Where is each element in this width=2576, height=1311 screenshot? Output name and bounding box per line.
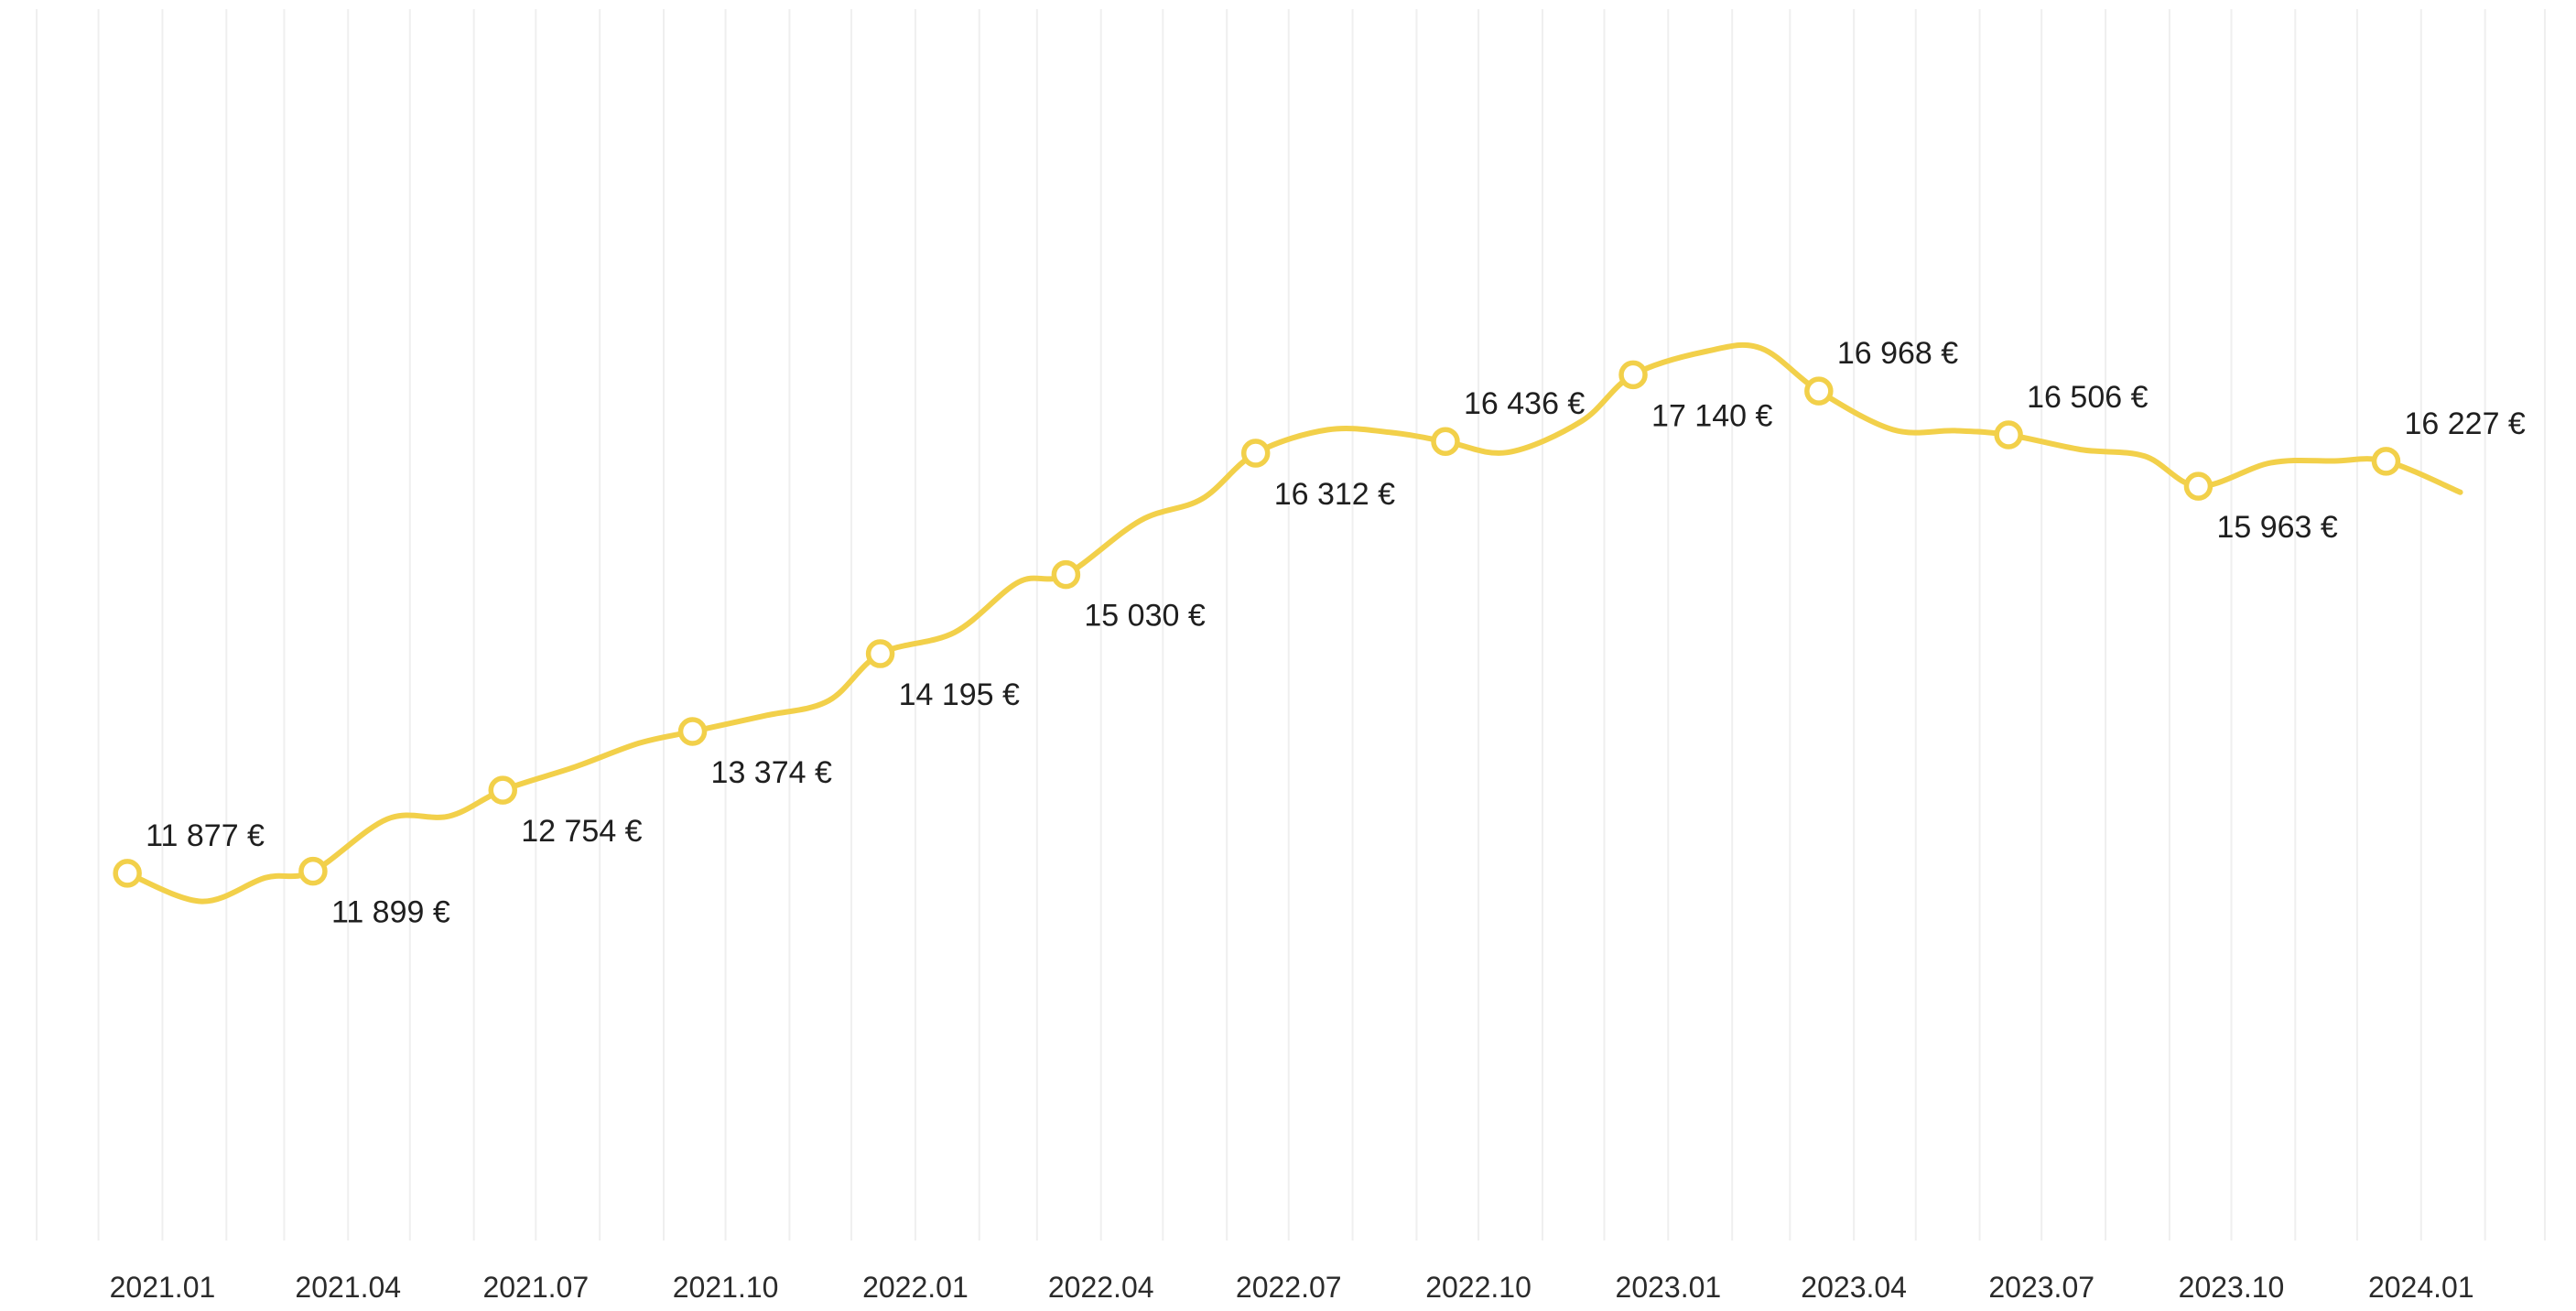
data-labels: 11 877 € 11 899 € 12 754 € 13 374 € 14 195 €… — [146, 336, 2526, 929]
data-label: 15 963 € — [2216, 510, 2337, 545]
data-point[interactable] — [677, 717, 708, 746]
data-label: 13 374 € — [711, 755, 832, 790]
data-label: 16 968 € — [1837, 336, 1958, 371]
data-point[interactable] — [2183, 471, 2213, 501]
data-point[interactable] — [298, 856, 328, 886]
x-tick-label: 2022.01 — [862, 1271, 969, 1304]
data-point[interactable] — [1240, 439, 1271, 468]
x-tick-label: 2021.10 — [673, 1271, 779, 1304]
data-label: 16 506 € — [2027, 380, 2148, 415]
data-point[interactable] — [1051, 559, 1081, 590]
data-point[interactable] — [1431, 427, 1460, 456]
data-label: 12 754 € — [521, 814, 642, 849]
data-point[interactable] — [1994, 420, 2023, 450]
x-tick-label: 2022.07 — [1236, 1271, 1342, 1304]
series-line — [124, 341, 2463, 905]
x-tick-label: 2021.07 — [482, 1271, 589, 1304]
x-tick-label: 2023.10 — [2179, 1271, 2285, 1304]
series-layer — [124, 341, 2463, 905]
data-label: 11 877 € — [146, 818, 265, 853]
data-point[interactable] — [865, 639, 895, 668]
data-label: 16 312 € — [1274, 477, 1395, 512]
data-label: 15 030 € — [1084, 599, 1205, 634]
x-tick-label: 2024.01 — [2368, 1271, 2474, 1304]
data-label: 14 195 € — [899, 677, 1020, 712]
data-point[interactable] — [1804, 376, 1834, 406]
x-tick-label: 2022.10 — [1425, 1271, 1532, 1304]
data-point[interactable] — [488, 775, 517, 805]
data-point[interactable] — [2371, 447, 2401, 476]
data-point[interactable] — [113, 859, 142, 888]
x-tick-label: 2023.01 — [1616, 1271, 1722, 1304]
grid-lines — [36, 9, 2546, 1241]
data-label: 11 899 € — [331, 895, 450, 930]
x-tick-label: 2023.04 — [1801, 1271, 1907, 1304]
data-label: 16 436 € — [1464, 386, 1585, 421]
data-label: 17 140 € — [1651, 398, 1772, 433]
data-point[interactable] — [1618, 360, 1648, 390]
x-tick-label: 2022.04 — [1048, 1271, 1154, 1304]
data-label: 16 227 € — [2404, 406, 2525, 441]
x-tick-label: 2023.07 — [1988, 1271, 2094, 1304]
x-axis: 2021.01 2021.04 2021.07 2021.10 2022.01 2022.… — [110, 1271, 2474, 1304]
data-points — [113, 360, 2401, 888]
x-tick-label: 2021.04 — [295, 1271, 401, 1304]
x-tick-label: 2021.01 — [110, 1271, 216, 1304]
